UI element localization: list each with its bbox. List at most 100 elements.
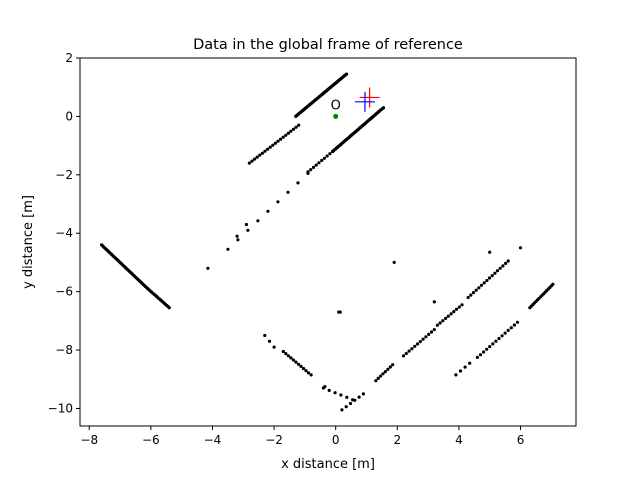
data-point bbox=[469, 293, 473, 297]
data-point bbox=[340, 408, 344, 412]
data-point bbox=[344, 72, 349, 76]
data-point bbox=[294, 360, 298, 364]
data-point bbox=[376, 376, 380, 380]
data-point bbox=[460, 303, 464, 307]
data-point bbox=[432, 328, 436, 332]
y-tick-label: −2 bbox=[55, 168, 73, 182]
data-point bbox=[429, 330, 434, 334]
data-point bbox=[263, 149, 267, 153]
data-point bbox=[497, 336, 501, 341]
data-point bbox=[317, 161, 321, 165]
data-point bbox=[498, 266, 502, 270]
data-point bbox=[304, 369, 308, 373]
chart-title: Data in the global frame of reference bbox=[193, 37, 463, 53]
data-point bbox=[432, 300, 436, 304]
data-point bbox=[478, 353, 483, 357]
data-point bbox=[518, 246, 523, 250]
data-point bbox=[361, 392, 365, 396]
data-point bbox=[320, 158, 324, 163]
data-point bbox=[509, 326, 513, 330]
data-point bbox=[281, 349, 285, 354]
x-tick-label: −2 bbox=[265, 433, 283, 447]
data-point bbox=[407, 349, 411, 353]
data-point bbox=[444, 316, 448, 320]
data-point bbox=[491, 342, 495, 346]
x-tick-label: 2 bbox=[393, 433, 401, 447]
data-point bbox=[386, 367, 390, 371]
data-point bbox=[404, 351, 408, 356]
data-point bbox=[284, 352, 288, 356]
y-tick-label: −6 bbox=[55, 285, 73, 299]
data-point bbox=[381, 106, 386, 110]
plot-points bbox=[100, 72, 555, 412]
data-point bbox=[297, 123, 301, 127]
data-point bbox=[266, 209, 270, 213]
data-point bbox=[338, 310, 342, 314]
data-point bbox=[506, 259, 510, 263]
data-point bbox=[226, 247, 230, 251]
data-point bbox=[246, 228, 250, 232]
data-point bbox=[454, 307, 459, 311]
data-point bbox=[348, 401, 353, 406]
data-point bbox=[301, 366, 306, 371]
data-point bbox=[457, 305, 461, 309]
data-point bbox=[490, 274, 494, 278]
data-point bbox=[294, 125, 298, 129]
data-point bbox=[401, 354, 406, 358]
data-point bbox=[306, 171, 310, 175]
data-point bbox=[379, 374, 383, 378]
data-point bbox=[435, 323, 439, 327]
data-point bbox=[482, 350, 486, 354]
data-point bbox=[485, 347, 489, 351]
data-point bbox=[488, 345, 492, 349]
data-point bbox=[485, 278, 489, 283]
data-point bbox=[273, 141, 277, 145]
data-point bbox=[438, 321, 442, 325]
data-point bbox=[281, 135, 285, 139]
data-point bbox=[276, 200, 280, 204]
data-point bbox=[331, 149, 335, 154]
data-point bbox=[446, 314, 450, 318]
data-point bbox=[235, 234, 239, 238]
data-point bbox=[504, 261, 508, 265]
data-point bbox=[299, 364, 303, 368]
data-point bbox=[512, 323, 517, 327]
data-point bbox=[255, 155, 259, 159]
data-point bbox=[267, 339, 272, 343]
data-point bbox=[488, 250, 492, 254]
data-point bbox=[449, 312, 453, 316]
data-point bbox=[506, 328, 510, 332]
plot-area-frame bbox=[79, 57, 577, 427]
cross-marker bbox=[359, 87, 380, 108]
origin-dot bbox=[333, 113, 339, 119]
data-point bbox=[309, 168, 313, 172]
data-point bbox=[268, 145, 272, 149]
cross-marker bbox=[354, 91, 375, 112]
data-point bbox=[374, 379, 378, 383]
data-point bbox=[323, 385, 327, 389]
data-point bbox=[421, 337, 425, 341]
data-point bbox=[286, 354, 290, 358]
y-tick-label: −10 bbox=[48, 401, 73, 415]
data-point bbox=[381, 372, 385, 376]
data-point bbox=[296, 181, 300, 185]
data-point bbox=[327, 388, 331, 392]
data-point bbox=[311, 165, 316, 169]
data-point bbox=[256, 219, 260, 223]
x-tick-label: 4 bbox=[455, 433, 463, 447]
data-point bbox=[263, 333, 267, 338]
data-point bbox=[357, 395, 361, 399]
data-point bbox=[314, 163, 318, 167]
data-point bbox=[415, 342, 420, 346]
origin-label: O bbox=[331, 98, 341, 113]
x-tick-label: 0 bbox=[332, 433, 340, 447]
data-point bbox=[493, 271, 497, 275]
data-point bbox=[474, 288, 478, 292]
data-point bbox=[500, 334, 504, 338]
data-point bbox=[328, 152, 332, 156]
data-point bbox=[479, 283, 484, 287]
data-point bbox=[272, 345, 276, 349]
data-point bbox=[466, 295, 470, 300]
x-axis: −8 −6 −4 −2 0 2 4 6 bbox=[80, 426, 524, 447]
